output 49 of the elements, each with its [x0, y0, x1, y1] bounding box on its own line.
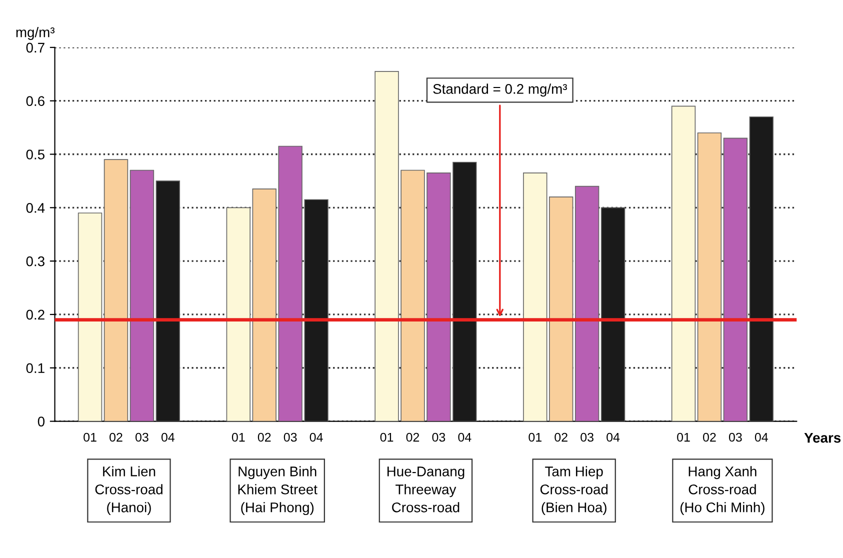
x-tick-label: Hang Xanh Cross-road (Ho Chi Minh)	[680, 466, 764, 516]
series-label: 01	[84, 432, 96, 442]
y-tick-label: 0.6	[26, 96, 44, 106]
series-label: 03	[136, 432, 148, 442]
x-tick-label: Hue-Danang Threeway Cross-road	[387, 466, 464, 512]
text: 02	[703, 432, 716, 442]
text: 02	[554, 432, 568, 442]
y-tick-label: 0.2	[26, 310, 44, 320]
x-tick-label: Tam Hiep Cross-road (Bien Hoa)	[540, 466, 608, 516]
text: 02	[258, 432, 271, 442]
text: 04	[606, 432, 620, 442]
text: 01	[232, 432, 245, 442]
bar	[723, 138, 748, 422]
x-tick-label: Nguyen Binh Khiem Street (Hai Phong)	[238, 466, 318, 516]
y-tick-label: 0.5	[26, 150, 44, 160]
bar	[523, 172, 548, 422]
text: 03	[580, 432, 594, 442]
bar	[104, 159, 128, 422]
bar	[749, 116, 774, 422]
bar	[226, 207, 251, 422]
text: 04	[458, 432, 472, 442]
y-tick-label: 0.7	[26, 42, 44, 53]
y-tick-label: 0.3	[26, 256, 44, 266]
text: 03	[432, 432, 446, 442]
bar	[548, 196, 574, 422]
y-tick-label: 0.4	[26, 202, 45, 213]
ref-line-label: Standard = 0.2 mg/m³	[433, 84, 567, 97]
text: 01	[677, 432, 690, 442]
bar	[130, 170, 154, 422]
y-axis-title: mg/m³	[16, 27, 55, 40]
text: 04	[754, 432, 768, 442]
text: 03	[728, 432, 742, 442]
bar	[600, 207, 626, 422]
bar	[156, 180, 180, 422]
bar	[697, 132, 722, 422]
series-label: 04	[161, 432, 175, 442]
text: 03	[284, 432, 297, 442]
y-tick-label: 0.1	[26, 363, 44, 374]
text: 01	[528, 432, 542, 442]
x-axis-title: Years	[804, 433, 841, 443]
text: 02	[406, 432, 420, 442]
x-tick-label: Kim Lien Cross-road (Hanoi)	[95, 466, 162, 516]
text: 01	[380, 432, 394, 442]
bar	[78, 212, 102, 422]
text: 04	[310, 432, 323, 442]
bar	[671, 106, 696, 422]
series-label: 02	[110, 432, 122, 442]
y-tick-label: 0	[38, 416, 45, 426]
bar	[574, 186, 600, 422]
